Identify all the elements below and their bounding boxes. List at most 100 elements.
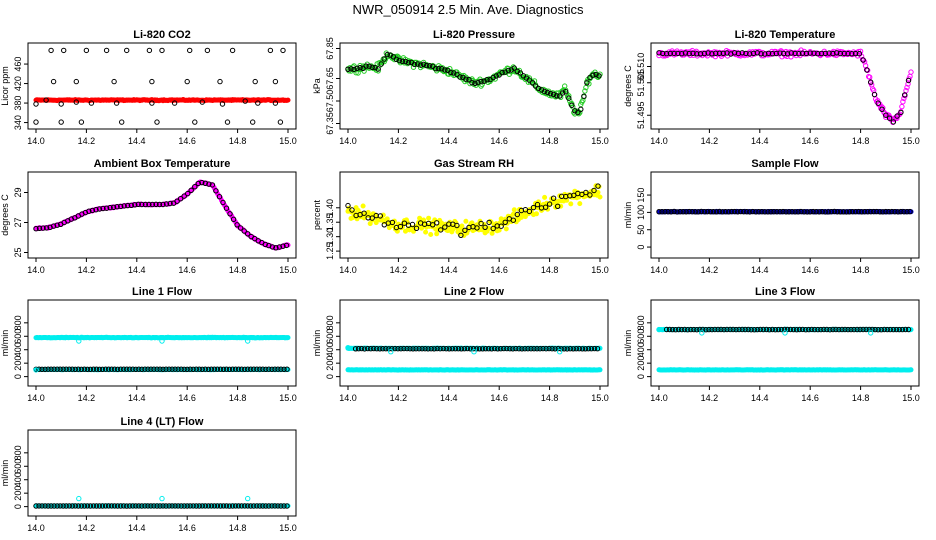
data-point [371, 345, 377, 352]
data-point [108, 366, 115, 372]
data-point [533, 211, 539, 217]
data-point [434, 345, 440, 352]
y-tick-label: 400 [13, 342, 23, 357]
data-point [485, 346, 492, 352]
data-point [156, 201, 163, 208]
data-point [896, 326, 903, 333]
data-point [868, 209, 874, 215]
data-point [901, 95, 907, 102]
data-point [199, 366, 206, 372]
data-point [202, 366, 209, 372]
y-tick-label: 51.510 [636, 53, 646, 81]
data-point [747, 209, 753, 215]
data-point [728, 208, 735, 215]
data-point [774, 209, 780, 215]
data-point [428, 232, 434, 238]
data-point [193, 366, 200, 372]
data-point [281, 366, 287, 372]
plot-frame [339, 299, 609, 387]
data-point [716, 208, 723, 215]
data-point [707, 209, 714, 215]
data-point [803, 327, 809, 333]
data-point [848, 326, 854, 333]
data-point [860, 57, 866, 63]
data-point [768, 209, 774, 215]
chart-ambient: Ambient Box Temperature degrees C 14.0 14.2… [0, 158, 297, 275]
y-tick-label: 200 [13, 486, 23, 501]
data-point [413, 225, 420, 232]
data-point [567, 346, 573, 352]
data-point [226, 503, 233, 509]
data-point [154, 503, 160, 509]
y-tick-label: 67.50 [325, 90, 335, 113]
data-point [205, 366, 212, 372]
data-point [434, 231, 440, 237]
x-tick-label: 14.8 [852, 265, 870, 275]
x-tick-label: 14.2 [78, 523, 96, 533]
plot-frame [339, 171, 609, 259]
data-point [272, 78, 279, 85]
data-point [668, 209, 674, 215]
data-point [250, 119, 256, 125]
data-point [775, 326, 782, 333]
data-point [811, 50, 817, 56]
data-point [145, 366, 151, 372]
data-point [722, 209, 729, 215]
data-point [474, 225, 480, 231]
data-point [715, 326, 721, 333]
data-point [709, 326, 715, 333]
data-point [682, 326, 688, 333]
data-point [490, 225, 496, 232]
data-point [561, 346, 567, 352]
data-point [725, 209, 732, 215]
data-point [449, 346, 455, 352]
plot-area [33, 334, 291, 373]
data-point [284, 366, 290, 372]
data-point [713, 209, 720, 215]
data-point [731, 208, 738, 215]
data-point [758, 51, 764, 57]
data-point [530, 204, 537, 211]
data-point [582, 88, 588, 94]
data-point [407, 346, 413, 352]
data-point [822, 50, 828, 57]
data-point [689, 209, 695, 215]
data-point [47, 224, 53, 231]
x-tick-label: 14.0 [339, 393, 357, 403]
data-point [583, 84, 589, 91]
data-point [428, 346, 434, 352]
data-point [99, 366, 106, 372]
data-point [121, 503, 127, 509]
data-point [366, 63, 372, 69]
data-point [868, 79, 874, 85]
data-point [43, 225, 50, 231]
data-point [588, 346, 595, 352]
data-point [169, 366, 175, 372]
data-point [845, 326, 851, 333]
data-point [542, 194, 548, 200]
data-point [437, 346, 443, 352]
x-tick-label: 14.6 [490, 393, 508, 403]
data-point [111, 366, 118, 372]
x-tick-label: 15.0 [279, 393, 297, 403]
data-point [537, 346, 543, 352]
data-point [493, 73, 499, 79]
data-point [461, 346, 468, 352]
data-point [825, 209, 831, 215]
data-point [892, 209, 898, 215]
x-tick-label: 14.0 [27, 393, 45, 403]
data-point [663, 326, 670, 333]
data-point [769, 326, 776, 333]
data-point [413, 346, 419, 352]
plot-area [33, 47, 291, 125]
data-point [416, 346, 422, 352]
data-point [389, 346, 395, 352]
data-point [868, 330, 874, 336]
y-axis-label: Licor ppm [0, 66, 10, 106]
data-point [135, 201, 142, 208]
plot-area [656, 47, 914, 126]
data-point [124, 47, 130, 54]
y-tick-label: 0 [636, 374, 646, 379]
data-point [540, 345, 546, 352]
data-point [262, 241, 268, 248]
